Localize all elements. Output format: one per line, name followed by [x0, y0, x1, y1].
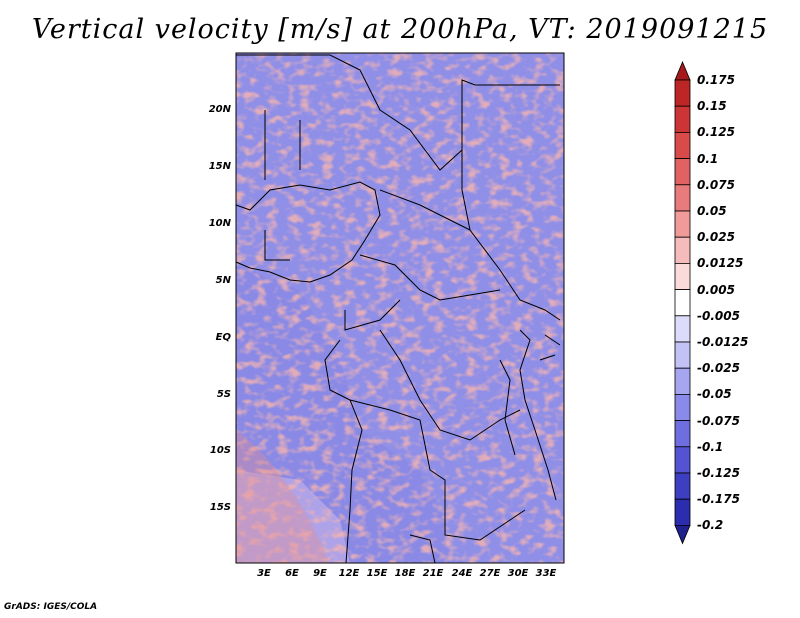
lon-label-9E: 9E — [313, 568, 327, 579]
colorbar-segment-1 — [674, 79, 691, 107]
lon-label-15E: 15E — [366, 568, 388, 579]
lon-label-27E: 27E — [479, 568, 501, 579]
plot-title: Vertical velocity [m/s] at 200hPa, VT: 2… — [31, 14, 769, 45]
colorbar-segment-14 — [674, 420, 691, 448]
lon-label-33E: 33E — [535, 568, 557, 579]
colorbar-label-10: -0.0125 — [697, 335, 749, 349]
colorbar-label-11: -0.025 — [697, 361, 740, 376]
colorbar-segment-10 — [674, 315, 691, 343]
colorbar-label-9: -0.005 — [697, 308, 740, 323]
colorbar-label-17: -0.2 — [697, 518, 724, 533]
lon-label-18E: 18E — [394, 568, 416, 579]
lon-label-21E: 21E — [422, 568, 444, 579]
colorbar-segment-5 — [674, 184, 691, 212]
colorbar-label-6: 0.025 — [697, 230, 735, 245]
colorbar-segment-8 — [674, 262, 691, 290]
colorbar-segment-15 — [674, 446, 691, 474]
coastlines-borders — [235, 54, 561, 564]
colorbar-segment-13 — [674, 393, 691, 421]
colorbar-segment-18 — [674, 525, 691, 545]
colorbar — [674, 60, 691, 545]
colorbar-label-8: 0.005 — [697, 282, 735, 297]
colorbar-segment-0 — [674, 60, 691, 81]
lat-label-5S: 5S — [216, 389, 231, 400]
lon-label-12E: 12E — [338, 568, 360, 579]
colorbar-label-3: 0.1 — [697, 151, 719, 166]
lat-label-15N: 15N — [208, 161, 231, 172]
colorbar-label-2: 0.125 — [697, 125, 735, 140]
colorbar-segment-17 — [674, 498, 691, 526]
lat-label-15S: 15S — [209, 502, 231, 513]
colorbar-label-12: -0.05 — [697, 387, 732, 402]
grads-credit: GrADS: IGES/COLA — [4, 602, 98, 612]
map-frame — [235, 52, 565, 564]
lat-label-EQ: EQ — [215, 332, 231, 343]
colorbar-label-1: 0.15 — [697, 99, 727, 114]
colorbar-segment-11 — [674, 341, 691, 369]
colorbar-label-5: 0.05 — [697, 204, 727, 218]
colorbar-segment-7 — [674, 236, 691, 264]
colorbar-segment-12 — [674, 367, 691, 395]
colorbar-label-7: 0.0125 — [697, 256, 744, 271]
lat-label-10N: 10N — [208, 218, 231, 229]
colorbar-segment-6 — [674, 210, 691, 238]
lon-label-30E: 30E — [507, 568, 529, 579]
colorbar-label-14: -0.1 — [697, 439, 724, 454]
colorbar-label-13: -0.075 — [697, 413, 740, 428]
lat-label-10S: 10S — [209, 445, 231, 456]
lat-label-20N: 20N — [208, 104, 231, 115]
colorbar-label-0: 0.175 — [697, 73, 735, 87]
colorbar-label-15: -0.125 — [697, 466, 740, 480]
colorbar-label-4: 0.075 — [697, 177, 735, 192]
lon-label-24E: 24E — [451, 568, 473, 579]
colorbar-segment-3 — [674, 131, 691, 159]
colorbar-segment-16 — [674, 472, 691, 500]
colorbar-segment-4 — [674, 158, 691, 186]
lon-label-3E: 3E — [257, 568, 271, 579]
colorbar-segment-2 — [674, 105, 691, 133]
velocity-field — [236, 53, 564, 563]
colorbar-segment-9 — [674, 289, 691, 317]
colorbar-label-16: -0.175 — [697, 492, 740, 507]
lat-label-5N: 5N — [215, 275, 231, 286]
lon-label-6E: 6E — [285, 568, 299, 579]
